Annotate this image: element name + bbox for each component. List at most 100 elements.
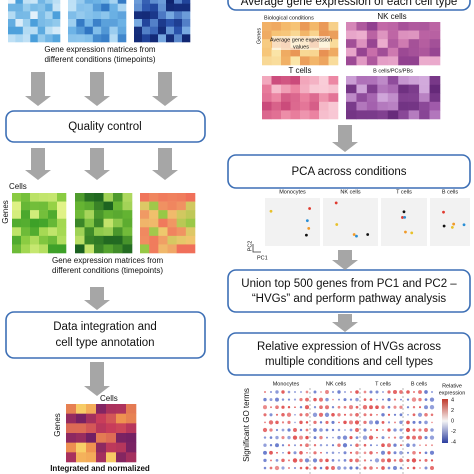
heatmap-cell <box>101 34 110 43</box>
dot <box>270 391 272 393</box>
heatmap-cell <box>48 193 58 202</box>
dot <box>355 428 359 432</box>
heatmap-cell <box>185 235 196 245</box>
dot <box>382 398 384 401</box>
dot <box>370 459 372 462</box>
heatmap-cell <box>30 193 40 202</box>
heatmap-cell <box>398 39 409 49</box>
heatmap-cell <box>377 39 389 49</box>
dot <box>424 413 428 417</box>
heatmap-cell <box>158 0 167 4</box>
dot <box>369 466 373 470</box>
heatmap-cell <box>419 56 430 66</box>
dot <box>270 459 272 462</box>
heatmap-cell <box>387 30 399 40</box>
dot <box>337 405 341 409</box>
dot <box>281 390 285 394</box>
dot <box>344 429 346 431</box>
heatmap-cell <box>366 76 378 85</box>
heatmap-cell <box>271 47 282 57</box>
heatmap-cell <box>150 11 159 20</box>
heatmap-cell <box>429 39 441 49</box>
heatmap-cell <box>117 3 127 12</box>
dot <box>325 458 329 463</box>
heatmap-cell <box>150 26 159 35</box>
heatmap-cell <box>109 0 119 4</box>
dot <box>305 413 309 417</box>
dot <box>349 413 353 417</box>
dot <box>381 405 385 409</box>
heatmap-cell <box>176 201 187 211</box>
heatmap-cell <box>76 433 87 443</box>
arrow <box>332 125 358 152</box>
pca-point <box>462 223 466 227</box>
dot <box>292 458 298 463</box>
heatmap-cell <box>346 30 357 40</box>
heatmap-cell <box>167 235 177 245</box>
heatmap-cell <box>346 39 357 49</box>
heatmap-cell <box>356 101 368 111</box>
heatmap-cell <box>182 0 191 4</box>
heatmap-cell <box>66 442 77 453</box>
step-box <box>227 154 471 189</box>
dot <box>305 443 309 448</box>
heatmap-cell <box>328 76 339 85</box>
heatmap-cell <box>300 110 310 120</box>
dot <box>294 413 296 416</box>
heatmap-cell <box>22 3 31 12</box>
dot <box>281 458 285 463</box>
dot <box>344 391 346 393</box>
heatmap-cell <box>106 452 117 463</box>
pca-point <box>401 216 404 219</box>
heatmap-cell <box>103 244 114 254</box>
dot <box>363 420 367 425</box>
dot <box>324 405 330 410</box>
heatmap-cell <box>166 34 175 43</box>
dot <box>418 406 422 409</box>
heatmap-cell <box>158 218 168 228</box>
dot <box>424 398 428 401</box>
heatmap-cell <box>39 235 49 245</box>
heatmap-cell <box>140 227 150 237</box>
dot <box>425 444 427 447</box>
heatmap-cell <box>377 110 389 120</box>
heatmap-cell <box>419 22 430 31</box>
step-label: multiple conditions and cell types <box>265 356 433 368</box>
dot <box>429 405 435 410</box>
heatmap-cell <box>149 218 159 228</box>
heatmap-cell <box>377 47 389 57</box>
heatmap-cell <box>429 110 441 120</box>
caption: Integrated and normalized <box>50 464 150 473</box>
heatmap-cell <box>96 442 107 453</box>
dot <box>363 428 367 432</box>
heatmap-cell <box>76 11 85 20</box>
dot <box>305 390 309 394</box>
heatmap-cell <box>21 227 31 237</box>
heatmap-cell <box>30 0 39 4</box>
heatmap-cell <box>84 19 94 27</box>
dot <box>355 443 359 447</box>
heatmap-cell <box>126 413 137 424</box>
heatmap-cell <box>37 34 46 43</box>
heatmap-cell <box>174 11 183 20</box>
dot <box>287 405 291 409</box>
heatmap-cell <box>429 84 441 94</box>
panel-label: Monocytes <box>279 189 306 195</box>
heatmap-cell <box>103 218 114 228</box>
heatmap-cell <box>103 235 114 245</box>
dot <box>387 451 391 455</box>
heatmap-cell <box>319 30 329 40</box>
dot <box>319 435 323 440</box>
heatmap-cell <box>92 34 102 43</box>
heatmap-cell <box>408 56 420 66</box>
heatmap-cell <box>113 244 123 254</box>
heatmap-cell <box>262 110 272 120</box>
dot <box>337 428 341 432</box>
heatmap-cell <box>39 201 49 211</box>
heatmap-cell <box>300 101 310 111</box>
dot <box>375 428 379 432</box>
dot <box>299 405 303 409</box>
arrow <box>84 287 110 310</box>
heatmap-cell <box>37 11 46 20</box>
dot <box>387 428 391 432</box>
